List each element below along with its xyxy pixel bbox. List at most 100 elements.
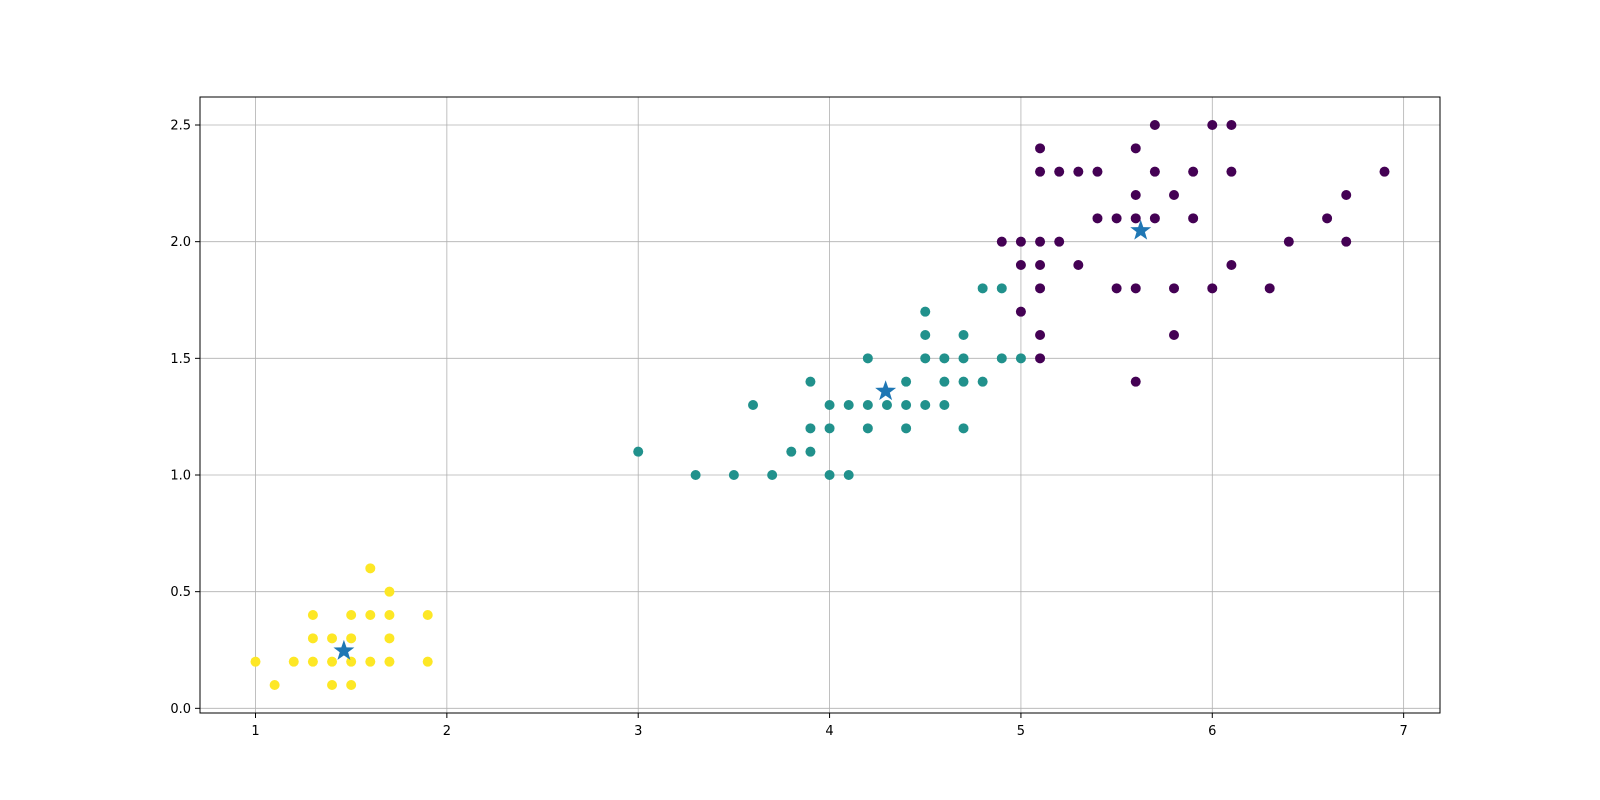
scatter-point bbox=[384, 586, 395, 597]
centroid-star-marker bbox=[1130, 219, 1152, 240]
scatter-point bbox=[1092, 213, 1103, 224]
scatter-point bbox=[1283, 236, 1294, 247]
scatter-point bbox=[1015, 260, 1026, 270]
scatter-point bbox=[1035, 283, 1046, 294]
data-points bbox=[250, 120, 1390, 690]
scatter-point bbox=[1226, 166, 1237, 177]
scatter-point bbox=[996, 236, 1007, 247]
centroid-star-marker bbox=[875, 380, 897, 401]
scatter-point bbox=[1073, 260, 1084, 270]
scatter-point bbox=[1035, 236, 1046, 247]
scatter-point bbox=[920, 330, 931, 340]
scatter-point bbox=[327, 680, 338, 690]
scatter-point bbox=[365, 656, 376, 667]
scatter-point bbox=[365, 563, 376, 574]
scatter-point bbox=[920, 400, 931, 410]
scatter-point bbox=[1073, 166, 1084, 177]
scatter-point bbox=[824, 400, 835, 410]
scatter-point bbox=[384, 656, 395, 667]
scatter-point bbox=[862, 400, 873, 410]
scatter-point bbox=[1341, 236, 1352, 247]
scatter-point bbox=[346, 656, 357, 667]
scatter-point bbox=[805, 376, 816, 387]
scatter-point bbox=[805, 423, 816, 434]
axes: 1 2 3 4 5 6 7 0.0 0.5 1.0 1.5 2.0 2.5 bbox=[170, 96, 1441, 739]
scatter-point bbox=[1054, 166, 1065, 177]
scatter-point bbox=[920, 353, 931, 364]
y-tick-label: 1.0 bbox=[170, 469, 191, 484]
y-tick-label: 0.0 bbox=[170, 702, 191, 717]
scatter-point bbox=[250, 656, 261, 667]
scatter-point bbox=[881, 400, 892, 410]
x-tick-label: 2 bbox=[443, 724, 451, 739]
scatter-point bbox=[1322, 213, 1333, 224]
scatter-point bbox=[958, 423, 969, 434]
scatter-point bbox=[307, 656, 318, 667]
scatter-point bbox=[1188, 166, 1199, 177]
scatter-point bbox=[288, 656, 299, 667]
scatter-point bbox=[805, 446, 816, 457]
scatter-point bbox=[1015, 353, 1026, 364]
scatter-point bbox=[901, 376, 912, 387]
scatter-point bbox=[1226, 120, 1237, 130]
scatter-point bbox=[1207, 120, 1218, 130]
scatter-point bbox=[901, 423, 912, 434]
scatter-point bbox=[824, 423, 835, 434]
scatter-point bbox=[958, 376, 969, 387]
scatter-point bbox=[422, 656, 433, 667]
scatter-point bbox=[958, 353, 969, 364]
scatter-point bbox=[1035, 143, 1046, 154]
x-tick-label: 3 bbox=[634, 724, 642, 739]
scatter-point bbox=[346, 633, 357, 644]
scatter-point bbox=[786, 446, 797, 457]
scatter-point bbox=[862, 423, 873, 434]
scatter-point bbox=[1130, 213, 1141, 224]
scatter-point bbox=[307, 610, 318, 620]
scatter-point bbox=[996, 283, 1007, 294]
scatter-point bbox=[1341, 190, 1352, 200]
scatter-point bbox=[346, 610, 357, 620]
x-tick-label: 6 bbox=[1208, 724, 1216, 739]
scatter-point bbox=[1207, 283, 1218, 294]
scatter-point bbox=[1149, 213, 1160, 224]
scatter-point bbox=[939, 376, 950, 387]
scatter-point bbox=[1130, 376, 1141, 387]
scatter-point bbox=[1035, 330, 1046, 340]
scatter-point bbox=[824, 470, 835, 480]
scatter-point bbox=[901, 400, 912, 410]
y-tick-label: 2.5 bbox=[170, 119, 191, 134]
scatter-point bbox=[269, 680, 280, 690]
x-tick-label: 1 bbox=[251, 724, 259, 739]
scatter-point bbox=[1111, 213, 1122, 224]
scatter-point bbox=[728, 470, 739, 480]
scatter-point bbox=[1054, 236, 1065, 247]
scatter-point bbox=[1169, 283, 1180, 294]
scatter-point bbox=[327, 633, 338, 644]
scatter-point bbox=[977, 283, 988, 294]
scatter-point bbox=[843, 400, 854, 410]
plot-frame bbox=[199, 96, 1441, 714]
scatter-point bbox=[920, 306, 931, 317]
scatter-point bbox=[1169, 330, 1180, 340]
y-tick-label: 0.5 bbox=[170, 585, 191, 600]
scatter-point bbox=[384, 610, 395, 620]
scatter-point bbox=[307, 633, 318, 644]
scatter-point bbox=[843, 470, 854, 480]
scatter-point bbox=[1035, 260, 1046, 270]
scatter-point bbox=[996, 353, 1007, 364]
scatter-point bbox=[1226, 260, 1237, 270]
scatter-point bbox=[633, 446, 644, 457]
scatter-point bbox=[1130, 190, 1141, 200]
scatter-point bbox=[1188, 213, 1199, 224]
scatter-point bbox=[1092, 166, 1103, 177]
scatter-point bbox=[1035, 166, 1046, 177]
scatter-point bbox=[327, 656, 338, 667]
scatter-point bbox=[958, 330, 969, 340]
scatter-point bbox=[939, 400, 950, 410]
scatter-point bbox=[690, 470, 701, 480]
y-tick-label: 1.5 bbox=[170, 352, 191, 367]
scatter-point bbox=[977, 376, 988, 387]
scatter-point bbox=[1130, 283, 1141, 294]
